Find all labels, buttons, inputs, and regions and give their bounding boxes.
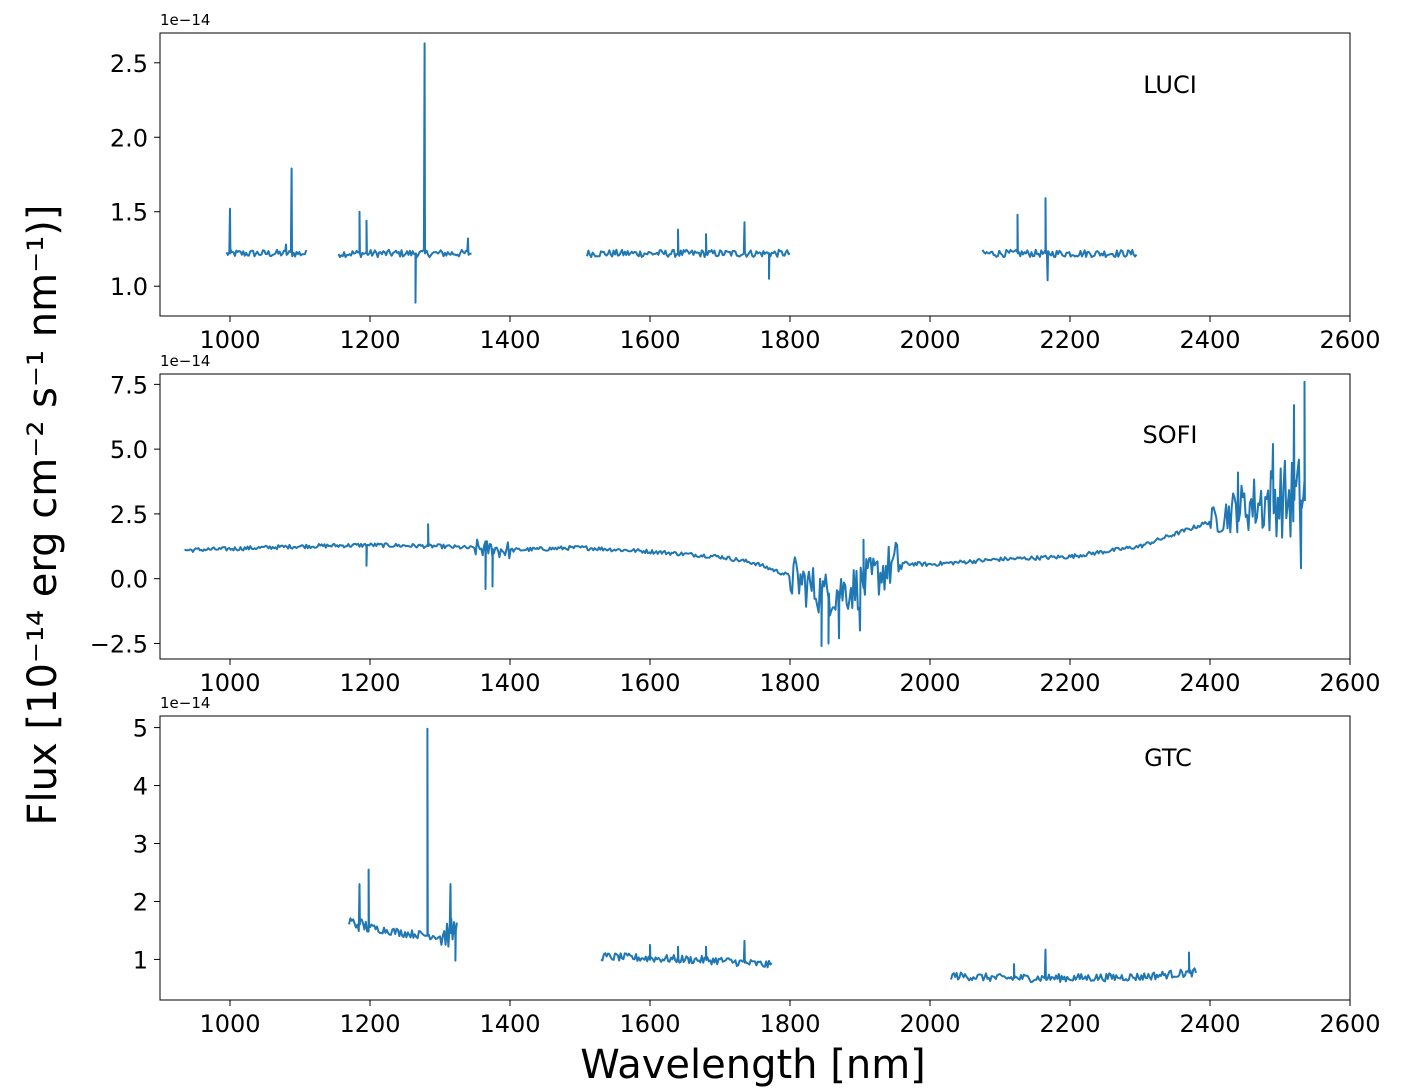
x-tick-label: 2000 [899,669,960,697]
x-tick-label: 1200 [339,1010,400,1038]
x-tick-label: 2600 [1319,1010,1380,1038]
x-tick-label: 1800 [759,669,820,697]
y-tick-label: 1.0 [110,273,148,301]
y-tick-label: 2.0 [110,124,148,152]
x-tick-label: 2400 [1179,326,1240,354]
spectrum-line [950,948,1197,983]
x-tick-label: 1400 [479,326,540,354]
spectrum-line [337,42,472,304]
y-offset-label: 1e−14 [160,352,210,370]
x-tick-label: 2600 [1319,669,1380,697]
x-tick-label: 2000 [899,1010,960,1038]
axes-frame [159,32,1351,317]
x-tick-label: 2400 [1179,1010,1240,1038]
panel-sofi: 1000 1200 1400 1600 1800 2000 2200 2400 2600 −2.5… [90,352,1381,697]
spectrum-line [586,221,791,280]
y-tick-label: −2.5 [90,630,148,658]
spectrum-line [225,167,308,258]
x-tick-label: 1000 [199,669,260,697]
x-tick-label: 1000 [199,326,260,354]
panel-luci: 1000 1200 1400 1600 1800 2000 2200 2400 2600 1.0 1… [110,11,1381,354]
x-axis-title: Wavelength [nm] [580,1042,926,1088]
x-tick-label: 1800 [759,326,820,354]
x-tick-label: 1400 [479,1010,540,1038]
x-tick-label: 2000 [899,326,960,354]
y-offset-label: 1e−14 [160,11,210,29]
y-tick-label: 4 [133,773,148,801]
x-tick-label: 2200 [1039,669,1100,697]
y-offset-label: 1e−14 [160,694,210,712]
panel-label: SOFI [1142,421,1197,449]
y-tick-label: 2 [133,888,148,916]
y-tick-label: 3 [133,831,148,859]
y-tick-label: 0.0 [110,566,148,594]
x-tick-label: 2400 [1179,669,1240,697]
y-tick-label: 2.5 [110,501,148,529]
y-axis-title: Flux [10⁻¹⁴ erg cm⁻² s⁻¹ nm⁻¹)] [20,205,66,826]
x-tick-label: 2200 [1039,1010,1100,1038]
y-tick-label: 7.5 [110,371,148,399]
spectrum-line [600,939,773,969]
x-tick-label: 1200 [339,669,400,697]
x-tick-label: 1600 [619,1010,680,1038]
spectrum-line [348,727,458,962]
panels-group: 1000 1200 1400 1600 1800 2000 2200 2400 2600 1.0 1… [90,11,1381,1038]
axes-frame [159,715,1351,1001]
x-tick-label: 1400 [479,669,540,697]
x-tick-label: 2600 [1319,326,1380,354]
panel-gtc: 1000 1200 1400 1600 1800 2000 2200 2400 2600 1 2 3 4… [133,694,1381,1038]
x-tick-label: 2200 [1039,326,1100,354]
spectrum-line [184,380,1306,647]
y-tick-label: 2.5 [110,50,148,78]
panel-label: GTC [1144,744,1192,772]
y-tick-label: 1.5 [110,199,148,227]
y-tick-label: 1 [133,946,148,974]
y-tick-label: 5 [133,715,148,743]
panel-label: LUCI [1143,71,1197,99]
x-tick-label: 1200 [339,326,400,354]
axes-frame [159,373,1351,660]
x-tick-label: 1600 [619,669,680,697]
x-tick-label: 1800 [759,1010,820,1038]
spectrum-line [981,197,1138,282]
x-tick-label: 1000 [199,1010,260,1038]
x-tick-label: 1600 [619,326,680,354]
y-tick-label: 5.0 [110,436,148,464]
